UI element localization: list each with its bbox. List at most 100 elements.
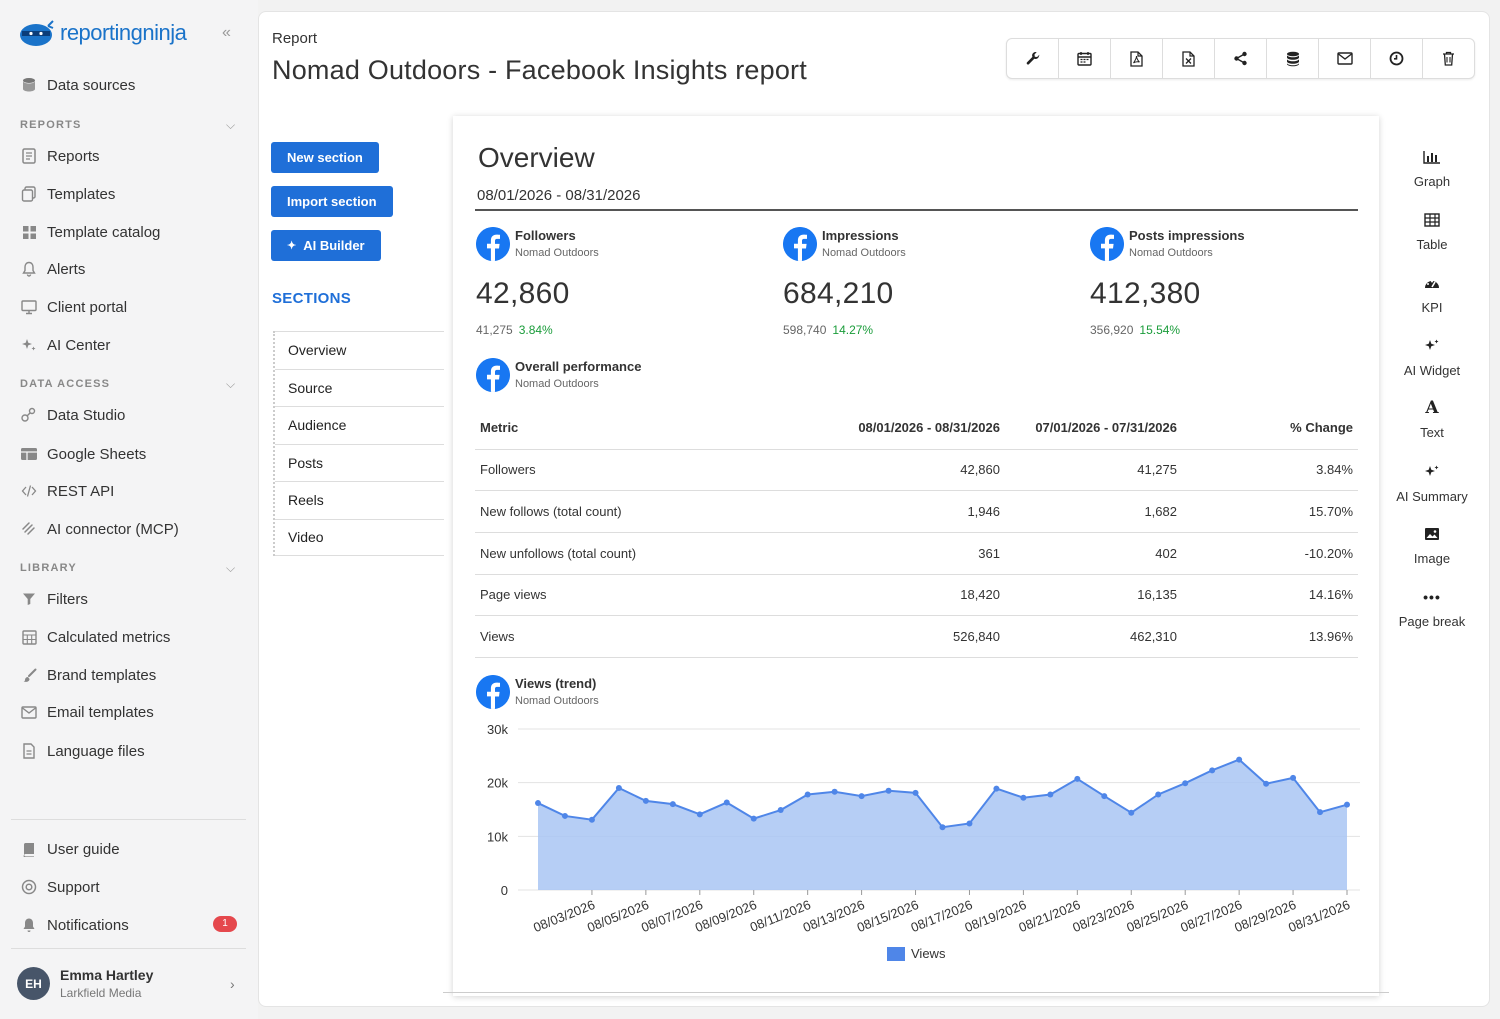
logo[interactable]: reportingninja [18,18,187,48]
kpi-widget-followers[interactable]: Followers Nomad Outdoors 42,860 41,275 3.… [476,227,766,337]
kpi-previous: 356,920 [1090,323,1134,337]
kpi-change: 14.27% [832,323,874,337]
logo-text: reportingninja [60,20,187,45]
section-item[interactable]: Reels [275,481,444,519]
x-tick-label: 08/25/2026 [1124,897,1190,935]
nav-filters[interactable]: Filters [20,588,88,610]
nav-rest-api[interactable]: REST API [20,480,114,502]
collapse-sidebar-icon[interactable]: « [222,24,231,41]
performance-table[interactable]: Metric 08/01/2026 - 08/31/2026 07/01/202… [475,406,1358,658]
data-point [588,816,595,823]
title-underline [475,209,1358,211]
table-icon [1424,213,1440,227]
column-header: 07/01/2026 - 07/31/2026 [1005,406,1182,450]
sparkle-icon [20,336,38,354]
x-tick-label: 08/23/2026 [1070,897,1136,935]
nav-alerts[interactable]: Alerts [20,258,85,280]
grid-icon [20,223,38,241]
data-point [858,793,865,800]
date-range: 08/01/2026 - 08/31/2026 [477,187,641,204]
section-title[interactable]: Overview [478,142,595,173]
history-button[interactable] [1371,39,1423,78]
nav-reports[interactable]: Reports [20,145,100,167]
add-text-widget[interactable]: A Text [1390,398,1474,440]
delete-button[interactable] [1423,39,1474,78]
nav-user-guide[interactable]: User guide [20,838,120,860]
chevron-down-icon[interactable]: ⌵ [226,561,236,575]
nav-ai-center[interactable]: AI Center [20,334,110,356]
language-file-icon [20,742,38,760]
chevron-down-icon[interactable]: ⌵ [226,377,236,391]
chevron-right-icon[interactable]: › [230,976,235,992]
export-excel-button[interactable] [1163,39,1215,78]
section-item[interactable]: Posts [275,443,444,482]
table-row: Views 526,840 462,310 13.96% [475,615,1358,658]
performance-widget-header[interactable]: Overall performance Nomad Outdoors [476,358,641,392]
table-cell: New unfollows (total count) [475,532,795,575]
add-table-widget[interactable]: Table [1390,211,1474,252]
user-menu[interactable]: EH Emma Hartley Larkfield Media [17,967,153,1000]
nav-brand-templates[interactable]: Brand templates [20,664,156,686]
database-icon [1286,51,1299,66]
nav-data-sources[interactable]: Data sources [20,74,135,96]
nav-language-files[interactable]: Language files [20,740,145,762]
nav-data-studio[interactable]: Data Studio [20,404,125,426]
add-kpi-widget[interactable]: KPI [1390,274,1474,315]
table-cell: 526,840 [795,615,1005,658]
section-item[interactable]: Source [275,368,444,407]
add-page-break[interactable]: ••• Page break [1390,588,1474,629]
data-point [1290,774,1297,781]
data-point [535,800,541,807]
nav-notifications[interactable]: Notifications [20,914,129,936]
kpi-widget-impressions[interactable]: Impressions Nomad Outdoors 684,210 598,7… [783,227,1073,337]
section-item[interactable]: Audience [275,406,444,444]
nav-ai-connector[interactable]: AI connector (MCP) [20,518,179,540]
table-cell: 1,682 [1005,490,1182,533]
import-section-button[interactable]: Import section [271,186,393,217]
x-tick-label: 08/31/2026 [1286,897,1352,935]
sparkle-icon: ✦ [287,240,297,252]
ninja-logo-icon [20,20,54,46]
palette-label: AI Summary [1396,489,1468,504]
nav-label: AI connector (MCP) [47,520,179,538]
data-source-button[interactable] [1267,39,1319,78]
add-ai-summary-widget[interactable]: AI Summary [1390,463,1474,504]
new-section-button[interactable]: New section [271,142,379,173]
trend-widget-header[interactable]: Views (trend) Nomad Outdoors [476,675,599,709]
nav-support[interactable]: Support [20,876,100,898]
palette-label: KPI [1421,300,1443,315]
nav-client-portal[interactable]: Client portal [20,296,127,318]
add-image-widget[interactable]: Image [1390,525,1474,566]
section-item[interactable]: Video [275,518,444,556]
export-pdf-button[interactable] [1111,39,1163,78]
data-point [669,801,676,808]
series-area [538,759,1347,890]
nav-calculated-metrics[interactable]: Calculated metrics [20,626,170,648]
settings-button[interactable] [1007,39,1059,78]
share-button[interactable] [1215,39,1267,78]
y-tick-label: 30k [487,722,508,737]
schedule-button[interactable] [1059,39,1111,78]
views-trend-chart[interactable]: 0 10k 20k 30k 08/03/202608/05/202608/07/2026… [470,715,1360,945]
nav-template-catalog[interactable]: Template catalog [20,221,160,243]
add-graph-widget[interactable]: Graph [1390,148,1474,189]
ai-builder-button[interactable]: ✦ AI Builder [271,230,381,261]
kpi-comparison: 356,920 15.54% [1090,323,1380,337]
chart-legend[interactable]: Views [887,946,945,961]
table-cell: 1,946 [795,490,1005,533]
nav-templates[interactable]: Templates [20,183,115,205]
lifebuoy-icon [20,878,38,896]
nav-google-sheets[interactable]: Google Sheets [20,443,146,465]
table-cell: 361 [795,532,1005,575]
section-item[interactable]: Overview [275,331,444,369]
nav-label: Support [47,878,100,896]
kpi-widget-posts-impressions[interactable]: Posts impressions Nomad Outdoors 412,380… [1090,227,1380,337]
table-cell: 15.70% [1182,490,1358,533]
email-button[interactable] [1319,39,1371,78]
chevron-down-icon[interactable]: ⌵ [226,118,236,132]
add-ai-widget[interactable]: AI Widget [1390,337,1474,378]
user-org: Larkfield Media [60,986,142,1000]
ai-builder-label: AI Builder [303,238,365,253]
breadcrumb[interactable]: Report [272,30,318,47]
nav-email-templates[interactable]: Email templates [20,701,154,723]
